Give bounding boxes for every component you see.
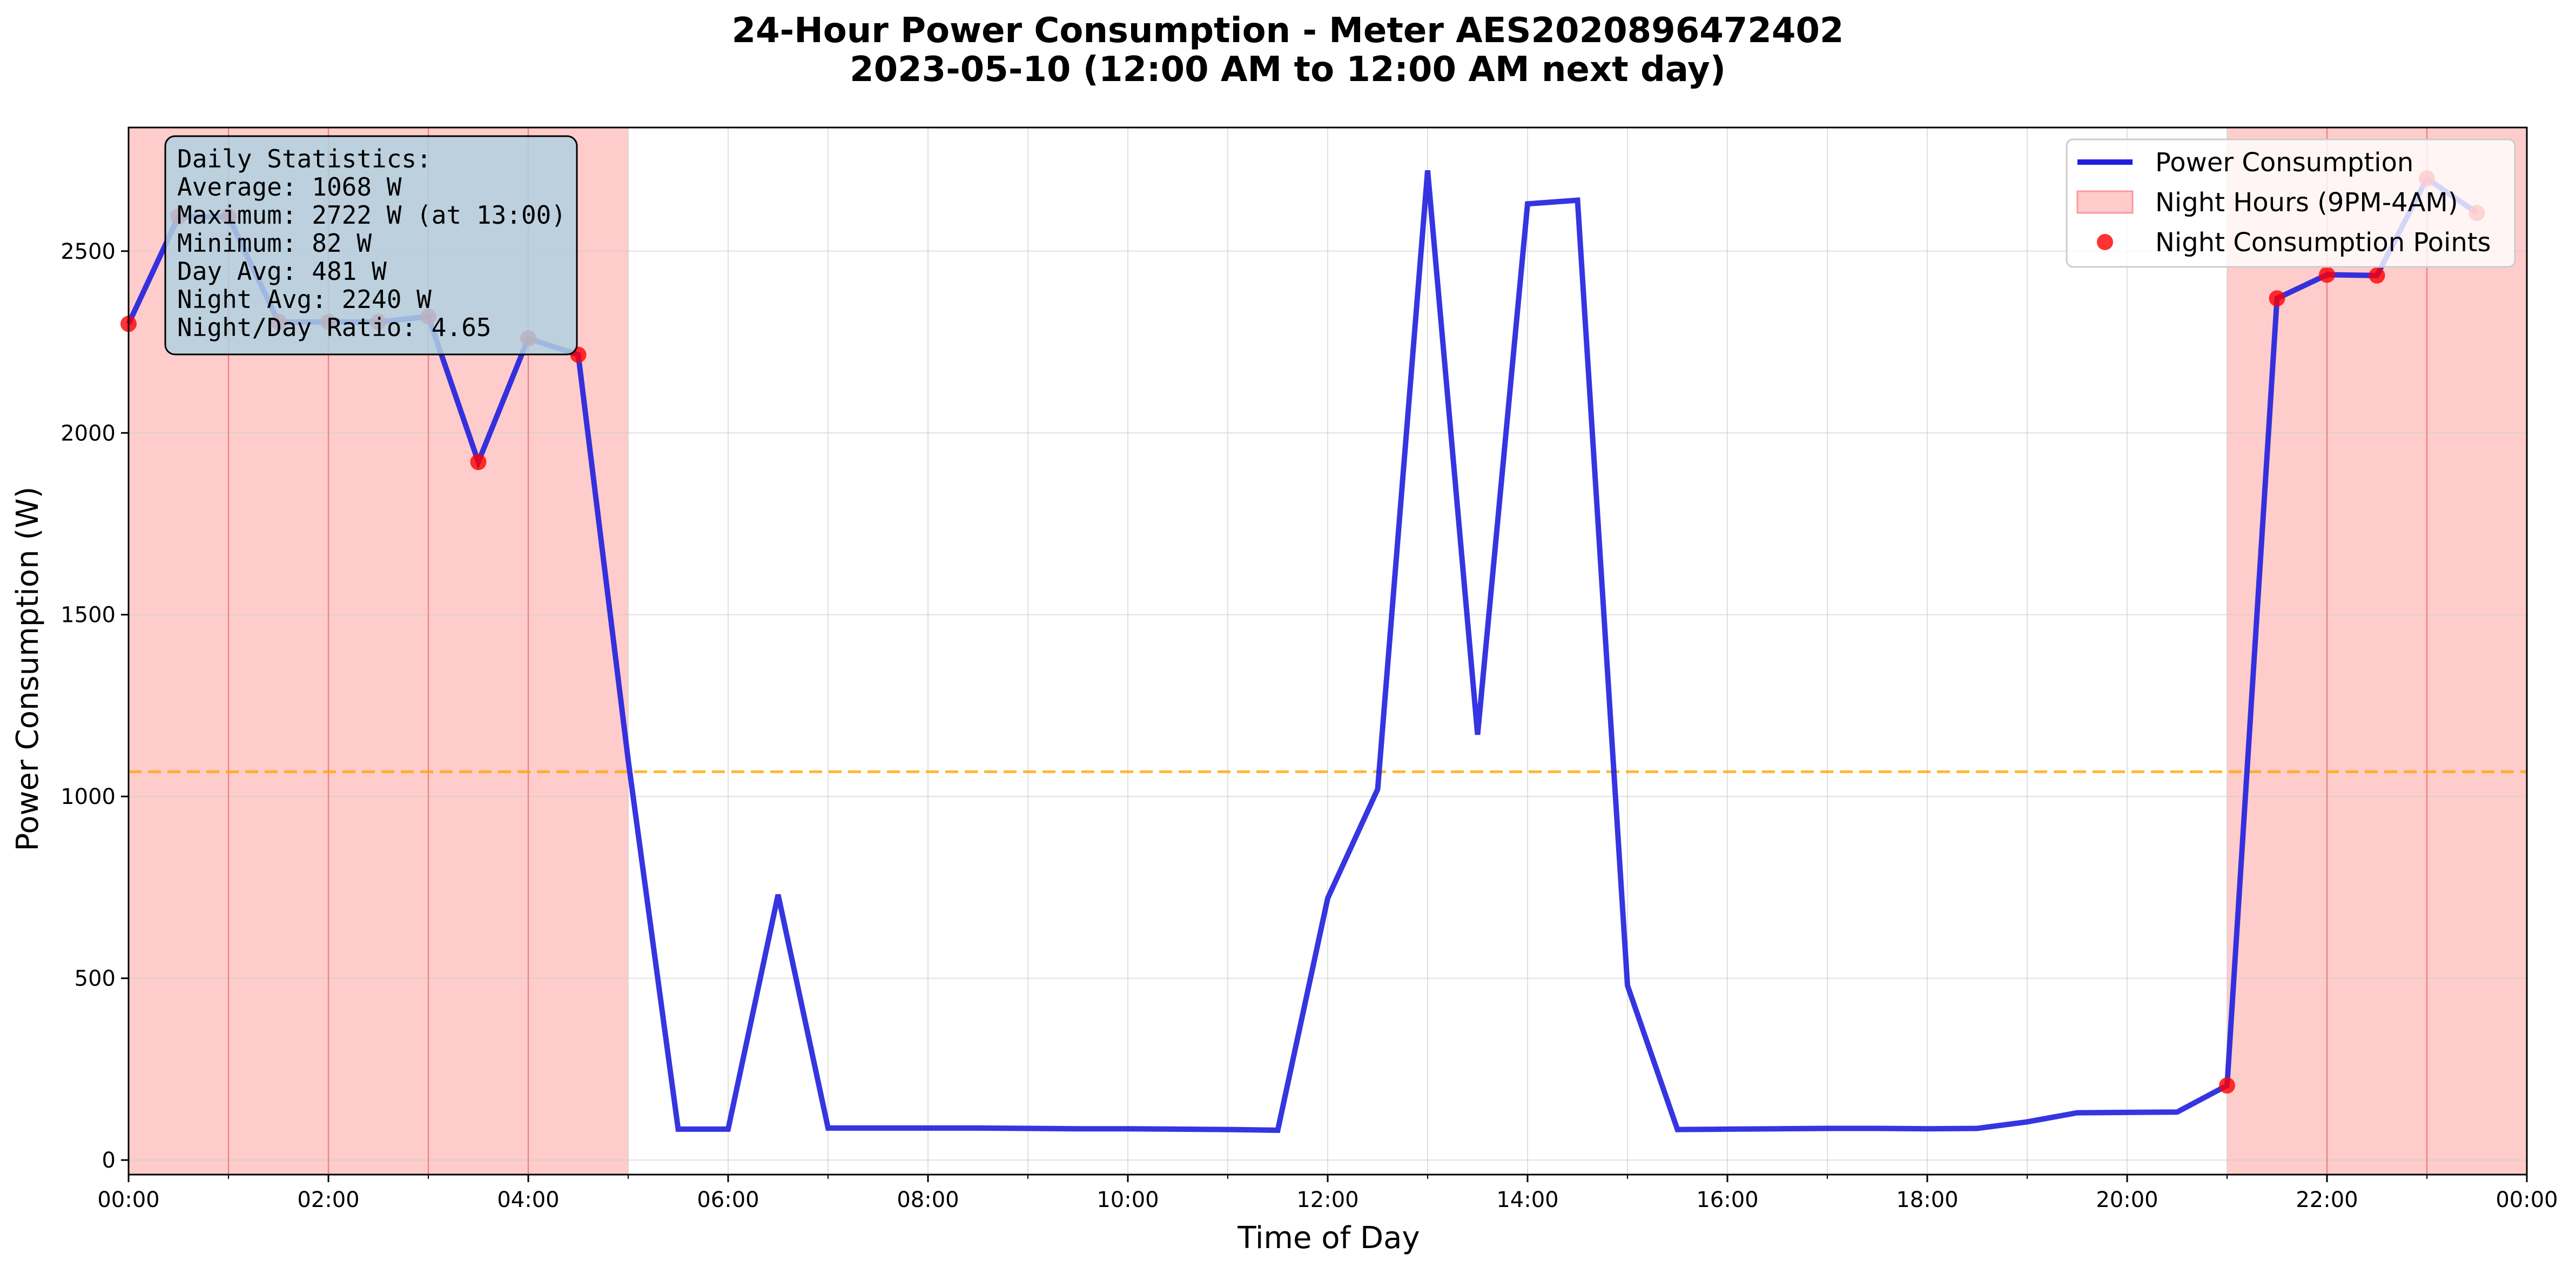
- x-tick-label: 08:00: [897, 1188, 959, 1212]
- legend-entry: Night Hours (9PM-4AM): [2155, 187, 2458, 218]
- x-tick-label: 06:00: [697, 1188, 759, 1212]
- x-tick-label: 16:00: [1696, 1188, 1758, 1212]
- legend-point-swatch: [2097, 234, 2113, 250]
- chart-title-line2: 2023-05-10 (12:00 AM to 12:00 AM next da…: [850, 50, 1726, 90]
- x-tick-label: 12:00: [1296, 1188, 1358, 1212]
- y-tick-label: 1000: [60, 784, 116, 809]
- y-tick-label: 1500: [60, 603, 116, 628]
- x-tick-label: 04:00: [497, 1188, 559, 1212]
- stats-box-background: [164, 135, 578, 356]
- stats-line: Day Avg: 481 W: [177, 257, 387, 286]
- stats-line: Maximum: 2722 W (at 13:00): [177, 200, 566, 230]
- x-axis-label: Time of Day: [1237, 1221, 1420, 1256]
- legend-shade-swatch: [2076, 190, 2134, 214]
- night-consumption-point: [2319, 266, 2335, 283]
- night-consumption-point: [470, 454, 487, 471]
- night-consumption-point: [2269, 290, 2285, 307]
- y-tick-label: 2500: [60, 239, 116, 264]
- night-consumption-point: [2219, 1077, 2235, 1094]
- stats-line: Night/Day Ratio: 4.65: [177, 313, 492, 342]
- x-tick-label: 14:00: [1496, 1188, 1558, 1212]
- night-hours-shade-1: [2227, 128, 2527, 1175]
- x-tick-label: 02:00: [297, 1188, 359, 1212]
- x-tick-label: 10:00: [1097, 1188, 1159, 1212]
- x-tick-label: 00:00: [2496, 1188, 2558, 1212]
- stats-line: Average: 1068 W: [177, 172, 402, 202]
- legend-entry: Power Consumption: [2155, 147, 2413, 178]
- stats-line: Minimum: 82 W: [177, 229, 372, 258]
- y-tick-label: 500: [75, 967, 116, 991]
- legend-frame: [2066, 138, 2516, 268]
- x-tick-label: 20:00: [2096, 1188, 2158, 1212]
- y-tick-label: 0: [102, 1148, 116, 1173]
- legend-entry: Night Consumption Points: [2155, 227, 2491, 258]
- night-consumption-point: [2369, 267, 2385, 284]
- x-tick-label: 00:00: [97, 1188, 159, 1212]
- chart-title-line1: 24-Hour Power Consumption - Meter AES202…: [732, 11, 1844, 51]
- y-tick-label: 2000: [60, 421, 116, 446]
- legend: Power Consumption Night Hours (9PM-4AM) Ni…: [2066, 138, 2516, 268]
- stats-line: Daily Statistics:: [177, 144, 432, 173]
- x-tick-label: 22:00: [2296, 1188, 2358, 1212]
- daily-statistics-box: Daily Statistics:Average: 1068 WMaximum:…: [164, 135, 578, 356]
- power-consumption-line: [126, 170, 2479, 1133]
- y-axis-label: Power Consumption (W): [10, 487, 45, 851]
- stats-line: Night Avg: 2240 W: [177, 285, 432, 314]
- x-tick-label: 18:00: [1896, 1188, 1958, 1212]
